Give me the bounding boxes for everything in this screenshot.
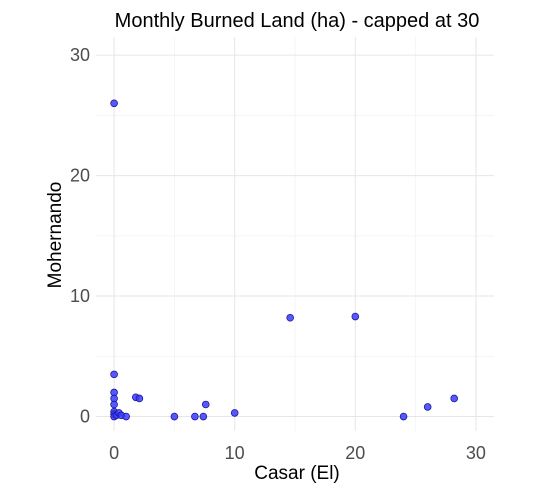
scatter-point	[110, 99, 118, 108]
scatter-point	[230, 409, 239, 417]
x-tick-label: 30	[466, 443, 486, 463]
scatter-point	[351, 312, 360, 321]
y-tick-label: 10	[70, 286, 90, 306]
scatter-point	[135, 394, 144, 403]
x-tick-label: 10	[225, 443, 245, 463]
scatter-point	[199, 412, 208, 421]
scatter-point	[423, 403, 432, 411]
grid	[96, 37, 494, 431]
scatter-point	[450, 394, 459, 403]
x-tick-label: 0	[109, 443, 119, 463]
data-points	[110, 99, 459, 421]
scatter-point	[110, 370, 118, 379]
x-tick-label: 20	[345, 443, 365, 463]
scatter-point	[286, 313, 294, 322]
scatter-point	[110, 400, 118, 409]
scatter-point	[122, 412, 130, 421]
y-axis-ticks: 0 10 20 30	[70, 45, 90, 426]
x-axis-title: Casar (El)	[254, 463, 340, 484]
y-tick-label: 0	[80, 407, 90, 427]
y-tick-label: 30	[70, 45, 90, 65]
scatter-point	[201, 400, 210, 409]
scatter-point	[399, 412, 408, 421]
y-tick-label: 20	[70, 166, 90, 186]
y-axis-title: Mohernando	[45, 182, 66, 289]
scatter-point	[191, 412, 199, 421]
scatter-point	[170, 412, 179, 421]
x-axis-ticks: 0 10 20 30	[109, 443, 486, 463]
chart-title: Monthly Burned Land (ha) - capped at 30	[115, 10, 480, 32]
